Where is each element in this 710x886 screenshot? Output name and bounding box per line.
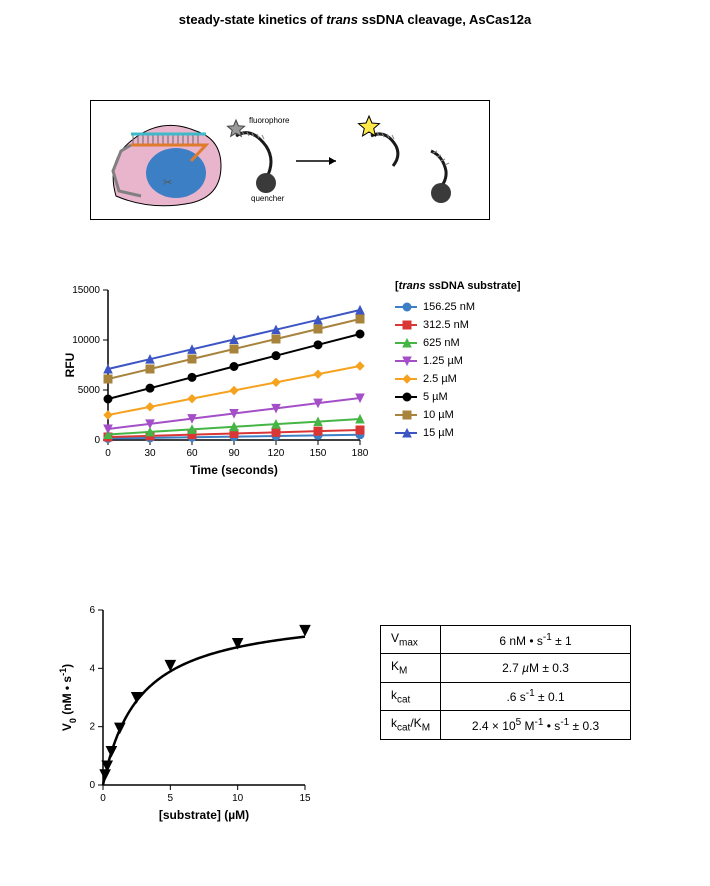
svg-text:10: 10 [232,793,244,804]
legend-label: 1.25 µM [423,355,463,367]
chart2-svg: 0 5 10 15 0 2 4 6 [substrate] (µM) V0 (nM • s-1) [55,600,315,830]
legend-swatch [395,393,417,401]
legend-item: 312.5 nM [395,316,595,334]
svg-text:Time (seconds): Time (seconds) [190,463,278,477]
param-name: kcat [381,682,441,710]
legend-label: 312.5 nM [423,319,469,331]
svg-text:4: 4 [89,663,95,674]
table-row: KM2.7 µM ± 0.3 [381,654,631,682]
svg-text:120: 120 [268,448,285,459]
param-value: .6 s-1 ± 0.1 [441,682,631,710]
svg-text:fluorophore: fluorophore [249,116,290,125]
mechanism-diagram: ✂ fluorophore quencher [90,100,490,220]
legend-item: 2.5 µM [395,370,595,388]
legend-item: 5 µM [395,388,595,406]
legend-swatch [395,321,417,329]
param-value: 6 nM • s-1 ± 1 [441,626,631,654]
svg-text:2: 2 [89,722,95,733]
svg-text:6: 6 [89,605,95,616]
title-prefix: steady-state kinetics of [179,12,326,27]
svg-text:90: 90 [228,448,240,459]
svg-text:0: 0 [105,448,111,459]
legend-title: [trans ssDNA substrate] [395,280,595,292]
param-name: kcat/KM [381,711,441,739]
param-value: 2.7 µM ± 0.3 [441,654,631,682]
param-value: 2.4 × 105 M-1 • s-1 ± 0.3 [441,711,631,739]
title-suffix: ssDNA cleavage, AsCas12a [358,12,531,27]
param-name: KM [381,654,441,682]
legend-swatch [395,339,417,347]
title-ital: trans [326,12,358,27]
diagram-svg: ✂ fluorophore quencher [91,101,491,221]
legend-label: 156.25 nM [423,301,475,313]
kinetics-time-chart: 0 30 60 90 120 150 180 0 5000 10000 15000 Time (sec… [60,280,370,480]
svg-text:150: 150 [310,448,327,459]
svg-text:V0 (nM • s-1): V0 (nM • s-1) [58,664,78,731]
svg-text:180: 180 [352,448,369,459]
svg-text:0: 0 [89,780,95,791]
svg-text:30: 30 [144,448,156,459]
svg-text:[substrate] (µM): [substrate] (µM) [159,808,249,822]
legend-swatch [395,375,417,383]
svg-text:RFU: RFU [63,353,77,378]
table-row: kcat.6 s-1 ± 0.1 [381,682,631,710]
svg-text:15: 15 [299,793,311,804]
chart1-svg: 0 30 60 90 120 150 180 0 5000 10000 15000 Time (sec… [60,280,370,480]
svg-text:10000: 10000 [72,335,100,346]
legend-title-suffix: ssDNA substrate] [426,280,521,292]
legend-label: 2.5 µM [423,373,457,385]
legend-swatch [395,429,417,437]
mm-saturation-chart: 0 5 10 15 0 2 4 6 [substrate] (µM) V0 (nM • s-1) [55,600,315,830]
table-row: kcat/KM2.4 × 105 M-1 • s-1 ± 0.3 [381,711,631,739]
svg-text:5: 5 [168,793,174,804]
legend-item: 10 µM [395,406,595,424]
svg-text:0: 0 [100,793,106,804]
legend-label: 10 µM [423,409,454,421]
svg-text:5000: 5000 [78,385,101,396]
param-name: Vmax [381,626,441,654]
legend-item: 625 nM [395,334,595,352]
figure-title: steady-state kinetics of trans ssDNA cle… [0,12,710,27]
legend-item: 156.25 nM [395,298,595,316]
svg-text:60: 60 [186,448,198,459]
legend-label: 625 nM [423,337,460,349]
legend-items: 156.25 nM 312.5 nM 625 nM 1.25 µM 2.5 µM 5 µM… [395,298,595,442]
svg-text:quencher: quencher [251,194,285,203]
chart1-legend: [trans ssDNA substrate] 156.25 nM 312.5 n… [395,280,595,442]
legend-item: 1.25 µM [395,352,595,370]
legend-title-ital: trans [399,280,426,292]
legend-swatch [395,303,417,311]
svg-text:0: 0 [94,435,100,446]
legend-swatch [395,411,417,419]
legend-label: 5 µM [423,391,448,403]
svg-text:✂: ✂ [163,177,172,189]
legend-swatch [395,357,417,365]
table-row: Vmax6 nM • s-1 ± 1 [381,626,631,654]
kinetic-parameters-table: Vmax6 nM • s-1 ± 1KM2.7 µM ± 0.3kcat.6 s… [380,625,631,740]
svg-text:15000: 15000 [72,285,100,296]
legend-item: 15 µM [395,424,595,442]
legend-label: 15 µM [423,427,454,439]
